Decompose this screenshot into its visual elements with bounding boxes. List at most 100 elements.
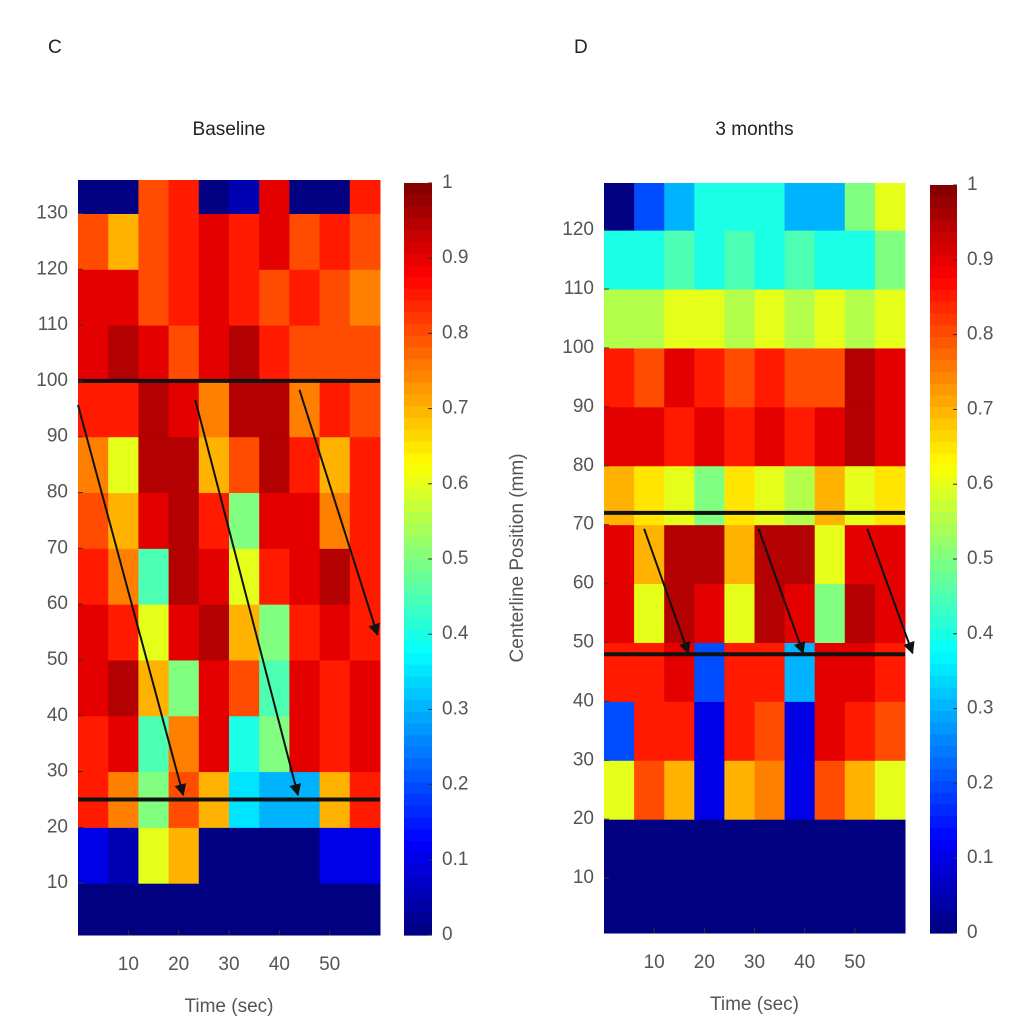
colorbar-segment <box>404 617 432 631</box>
y-tick-label: 20 <box>573 808 594 829</box>
heatmap-cell <box>664 289 695 349</box>
colorbar-segment <box>404 371 432 384</box>
heatmap-cell <box>724 642 755 702</box>
y-tick-label: 130 <box>36 203 68 224</box>
heatmap-cell <box>634 406 665 467</box>
colorbar-segment <box>404 841 432 854</box>
heatmap-cell <box>289 883 321 936</box>
heatmap-cell <box>814 347 846 408</box>
heatmap-cell <box>259 180 290 214</box>
colorbar-tick-label: 0.4 <box>967 623 994 644</box>
heatmap-cell <box>259 269 290 326</box>
heatmap-cell <box>844 819 876 879</box>
heatmap-cell <box>198 659 230 717</box>
heatmap-cell <box>874 230 906 290</box>
heatmap-cell <box>634 183 665 231</box>
heatmap-cell <box>814 701 846 761</box>
heatmap-cell <box>78 325 109 382</box>
heatmap-cell <box>78 180 109 214</box>
colorbar-segment <box>930 886 957 899</box>
heatmap-cell <box>198 380 230 438</box>
heatmap-cell <box>349 269 381 326</box>
colorbar-segment <box>404 335 432 349</box>
heatmap-cell <box>168 269 200 326</box>
heatmap-cell <box>814 878 846 934</box>
x-tick-label: 20 <box>694 952 715 973</box>
colorbar-segment <box>404 911 432 924</box>
heatmap-cell <box>784 524 816 585</box>
heatmap-cell <box>229 180 260 214</box>
colorbar-segment <box>404 218 432 231</box>
heatmap-cell <box>198 325 230 382</box>
heatmap-cell <box>784 289 816 349</box>
heatmap-cell <box>754 230 786 290</box>
x-tick-label: 10 <box>644 952 665 973</box>
heatmap-cell <box>349 827 381 884</box>
colorbar-tick-label: 0.2 <box>967 772 993 793</box>
x-axis-label: Time (sec) <box>184 996 273 1017</box>
y-tick-label: 60 <box>47 593 68 614</box>
heatmap-cell <box>814 583 846 643</box>
colorbar-segment <box>930 722 957 735</box>
heatmap-cell <box>724 524 755 585</box>
heatmap-cell <box>289 325 321 382</box>
colorbar-segment <box>404 253 432 266</box>
colorbar-segment <box>930 185 957 198</box>
heatmap-cell <box>108 180 139 214</box>
colorbar-tick-label: 0.6 <box>442 473 468 494</box>
colorbar-segment <box>930 336 957 350</box>
colorbar-segment <box>404 923 432 936</box>
heatmap-cell <box>724 289 755 349</box>
colorbar-segment <box>404 418 432 431</box>
colorbar-segment <box>930 372 957 385</box>
heatmap-cell <box>874 289 906 349</box>
heatmap-cell <box>198 883 230 936</box>
colorbar-segment <box>404 288 432 302</box>
heatmap-cell <box>259 492 290 549</box>
heatmap-cell <box>259 604 290 661</box>
colorbar-segment <box>404 382 432 396</box>
heatmap-cell <box>724 406 755 467</box>
heatmap-cell <box>754 583 786 643</box>
colorbar-segment <box>404 523 432 537</box>
heatmap-cell <box>229 380 260 438</box>
colorbar-segment <box>404 429 432 443</box>
colorbar-tick-label: 0.5 <box>442 548 468 569</box>
heatmap-cell <box>229 548 260 605</box>
colorbar-tick-label: 0.3 <box>967 698 993 719</box>
heatmap-cell <box>604 183 635 231</box>
colorbar-tick-label: 0.2 <box>442 774 468 795</box>
panel-label: D <box>574 37 588 58</box>
x-tick-label: 30 <box>744 952 765 973</box>
heatmap-cell <box>784 760 816 820</box>
heatmap-cell <box>634 289 665 349</box>
heatmap-cell <box>349 883 381 936</box>
y-tick-label: 80 <box>573 455 594 476</box>
heatmap-cell <box>229 325 260 382</box>
heatmap-cell <box>724 819 755 879</box>
colorbar-segment <box>404 547 432 560</box>
colorbar-segment <box>930 313 957 326</box>
heatmap-cell <box>814 524 846 585</box>
heatmap-cell <box>784 878 816 934</box>
colorbar-segment <box>930 769 957 782</box>
heatmap-cell <box>844 524 876 585</box>
arrow <box>298 389 380 636</box>
colorbar-segment <box>404 606 432 619</box>
y-tick-label: 80 <box>47 482 68 503</box>
heatmap-cell <box>289 715 321 773</box>
y-tick-label: 70 <box>47 537 68 558</box>
heatmap-cell <box>694 760 725 820</box>
heatmap-cell <box>168 659 200 717</box>
heatmap-cell <box>694 701 725 761</box>
colorbar-segment <box>930 559 957 572</box>
heatmap-cell <box>168 604 200 661</box>
heatmap-cell <box>844 701 876 761</box>
heatmap-cell <box>724 183 755 231</box>
heatmap-cell <box>604 289 635 349</box>
y-tick-label: 40 <box>47 705 68 726</box>
heatmap-cell <box>349 180 381 214</box>
heatmap-cell <box>78 604 109 661</box>
heatmap-cell <box>349 436 381 494</box>
heatmap-cell <box>724 230 755 290</box>
